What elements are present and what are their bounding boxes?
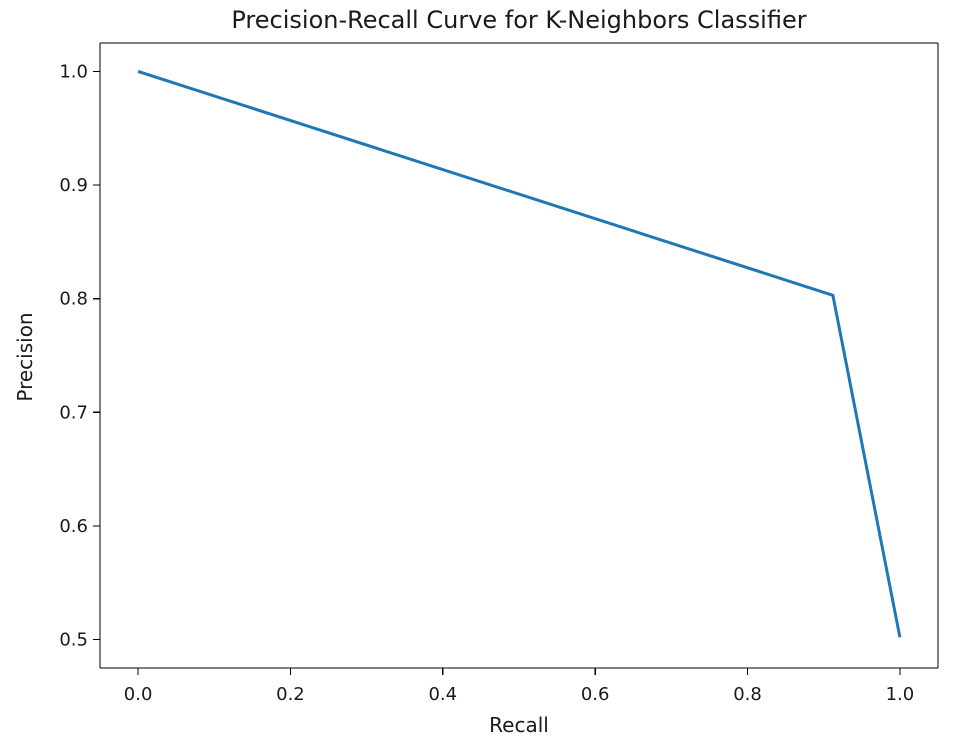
chart-title: Precision-Recall Curve for K-Neighbors C… <box>231 6 806 34</box>
x-tick-label: 0.4 <box>428 684 457 705</box>
y-tick-label: 1.0 <box>59 61 88 82</box>
y-axis-label: Precision <box>13 312 37 401</box>
series-layer <box>137 69 902 638</box>
y-tick-label: 0.8 <box>59 289 88 310</box>
x-axis-ticks: 0.0 0.2 0.4 0.6 0.8 1.0 <box>124 668 914 705</box>
x-tick-label: 0.6 <box>581 684 610 705</box>
y-tick-label: 0.6 <box>59 516 88 537</box>
y-tick-label: 0.5 <box>59 630 88 651</box>
x-tick-label: 0.8 <box>733 684 762 705</box>
x-tick-label: 0.0 <box>124 684 153 705</box>
precision-recall-line <box>137 69 902 638</box>
y-axis-ticks: 0.5 0.6 0.7 0.8 0.9 1.0 <box>59 61 100 651</box>
y-tick-label: 0.7 <box>59 402 88 423</box>
y-tick-label: 0.9 <box>59 175 88 196</box>
x-tick-label: 1.0 <box>886 684 915 705</box>
x-tick-label: 0.2 <box>276 684 305 705</box>
x-axis-label: Recall <box>489 713 549 737</box>
